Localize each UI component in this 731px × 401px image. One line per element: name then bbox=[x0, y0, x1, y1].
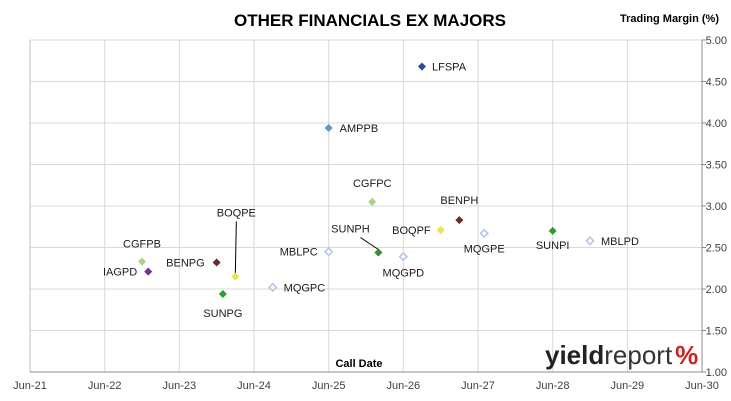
marker-sunph bbox=[374, 248, 383, 257]
data-label-mblpd: MBLPD bbox=[601, 236, 639, 248]
marker-boqpe bbox=[231, 272, 240, 281]
data-label-mqgpc: MQGPC bbox=[284, 282, 326, 294]
y-tick-label: 2.50 bbox=[706, 243, 727, 255]
data-label-mqgpd: MQGPD bbox=[383, 268, 425, 280]
y-tick-label: 1.00 bbox=[706, 367, 727, 379]
chart-title: OTHER FINANCIALS EX MAJORS bbox=[234, 11, 506, 30]
y-tick-label: 4.50 bbox=[706, 77, 727, 89]
brand-part-percent: % bbox=[675, 340, 698, 370]
marker-mqgpc bbox=[267, 282, 278, 293]
marker-benph bbox=[455, 216, 464, 225]
y-tick-label: 4.00 bbox=[706, 118, 727, 130]
marker-sunpg bbox=[218, 289, 227, 299]
data-label-sunpi: SUNPI bbox=[536, 240, 570, 252]
x-tick-labels: Jun-21 Jun-22 Jun-23 Jun-24 Jun-25 Jun-26 Jun-… bbox=[13, 380, 719, 392]
data-labels: LFSPA AMPPB CGFPC BENPH BOQPF MQGPE SUNPI MBLPD… bbox=[103, 62, 639, 320]
brand-part-yield: yield bbox=[545, 340, 604, 370]
brand-wordmark: yieldreport% bbox=[545, 340, 698, 370]
data-label-lfspa: LFSPA bbox=[432, 62, 467, 74]
x-tick-label: Jun-27 bbox=[461, 380, 495, 392]
x-tick-label: Jun-25 bbox=[312, 380, 346, 392]
brand-part-report: report bbox=[604, 340, 673, 370]
marker-amppb bbox=[324, 123, 333, 133]
data-label-benph: BENPH bbox=[440, 195, 478, 207]
y-tick-labels: 1.00 1.50 2.00 2.50 3.00 3.50 4.00 4.50 5.00 bbox=[706, 35, 727, 379]
marker-benpg bbox=[212, 258, 221, 267]
data-label-sunpg: SUNPG bbox=[203, 308, 242, 320]
data-label-iagpd: IAGPD bbox=[103, 267, 137, 279]
y-tick-label: 3.50 bbox=[706, 160, 727, 172]
data-label-boqpf: BOQPF bbox=[392, 225, 431, 237]
marker-lfspa bbox=[417, 62, 427, 71]
x-tick-label: Jun-23 bbox=[163, 380, 197, 392]
marker-mqgpe bbox=[479, 228, 489, 239]
x-tick-label: Jun-24 bbox=[237, 380, 271, 392]
marker-sunpi bbox=[548, 226, 557, 235]
marker-mblpc bbox=[323, 246, 334, 257]
data-label-mblpc: MBLPC bbox=[280, 247, 318, 259]
x-tick-label: Jun-28 bbox=[536, 380, 570, 392]
y-axis-title: Trading Margin (%) bbox=[620, 13, 719, 25]
marker-mblpd bbox=[585, 236, 595, 246]
data-label-amppb: AMPPB bbox=[340, 123, 379, 135]
leader-line bbox=[234, 221, 237, 274]
marker-boqpf bbox=[436, 226, 445, 235]
data-label-boqpe: BOQPE bbox=[217, 208, 256, 220]
y-tick-label: 5.00 bbox=[706, 35, 727, 47]
marker-iagpd bbox=[144, 267, 153, 276]
data-points bbox=[137, 62, 595, 299]
x-tick-label: Jun-26 bbox=[387, 380, 421, 392]
marker-mqgpd bbox=[398, 251, 409, 262]
y-tick-label: 1.50 bbox=[706, 326, 727, 338]
x-axis-title: Call Date bbox=[335, 358, 382, 370]
brand-logo: yieldreport% bbox=[545, 340, 698, 370]
axes bbox=[29, 39, 706, 373]
data-label-cgfpb: CGFPB bbox=[123, 239, 161, 251]
x-tick-label: Jun-21 bbox=[13, 380, 47, 392]
y-tick-label: 3.00 bbox=[706, 201, 727, 213]
x-tick-label: Jun-29 bbox=[611, 380, 645, 392]
leader-lines bbox=[234, 221, 379, 274]
data-label-mqgpe: MQGPE bbox=[464, 243, 505, 255]
x-tick-label: Jun-22 bbox=[88, 380, 122, 392]
gridlines bbox=[30, 39, 703, 372]
y-tick-label: 2.00 bbox=[706, 284, 727, 296]
data-label-benpg: BENPG bbox=[166, 257, 205, 269]
leader-line bbox=[360, 237, 379, 250]
marker-cgfpc bbox=[368, 197, 377, 206]
x-tick-label: Jun-30 bbox=[685, 380, 719, 392]
data-label-sunph: SUNPH bbox=[331, 223, 370, 235]
marker-cgfpb bbox=[137, 257, 147, 266]
data-label-cgfpc: CGFPC bbox=[353, 178, 392, 190]
